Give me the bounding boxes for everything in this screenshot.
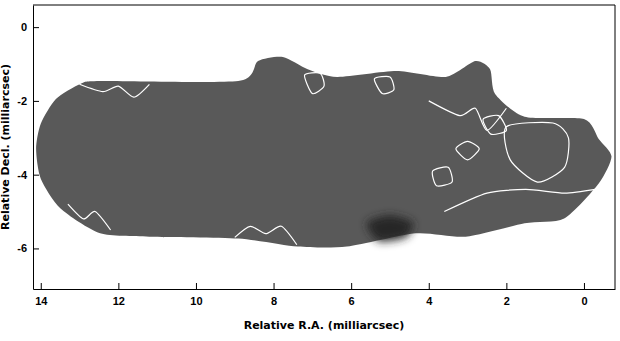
contour <box>432 167 452 186</box>
contour-line <box>444 189 595 211</box>
chart: 14 12 10 8 6 4 2 0 0 -2 -4 -6 Relative R.A. (milliar… <box>0 0 620 341</box>
contour <box>374 76 394 93</box>
emission-region <box>36 57 611 248</box>
x-tick: 0 <box>581 283 587 307</box>
x-tick: 12 <box>113 283 125 307</box>
x-tick-mark <box>351 283 352 289</box>
y-axis-title: Relative Decl. (milliarcsec) <box>0 64 12 230</box>
y-tick-mark <box>33 248 39 249</box>
contour-line <box>68 204 111 230</box>
x-tick: 8 <box>271 283 277 307</box>
y-tick-label: -2 <box>17 95 27 107</box>
contour <box>504 122 569 182</box>
x-tick-label: 10 <box>190 295 202 307</box>
frame <box>615 5 616 289</box>
dark-region <box>367 215 414 241</box>
y-tick-label: 0 <box>21 21 27 33</box>
contour <box>483 115 506 134</box>
x-tick-label: 2 <box>504 295 510 307</box>
y-tick-mark <box>33 27 39 28</box>
contour-line <box>429 101 507 131</box>
x-tick-mark <box>506 283 507 289</box>
frame <box>33 5 615 6</box>
y-tick: 0 <box>21 21 39 33</box>
x-tick: 14 <box>35 283 48 307</box>
y-tick-label: -6 <box>17 242 27 254</box>
x-tick-label: 12 <box>113 295 125 307</box>
x-tick-label: 8 <box>271 295 277 307</box>
y-tick: -4 <box>17 169 39 181</box>
x-axis: 14 12 10 8 6 4 2 0 <box>34 283 616 307</box>
x-tick-mark <box>41 283 42 289</box>
contour <box>456 141 479 159</box>
x-tick-label: 0 <box>581 295 587 307</box>
y-axis-line <box>33 6 34 290</box>
y-tick-mark <box>33 101 39 102</box>
x-tick-mark <box>584 283 585 289</box>
x-tick-label: 6 <box>349 295 355 307</box>
x-tick-label: 14 <box>35 295 48 307</box>
x-tick: 6 <box>349 283 355 307</box>
contour <box>305 73 325 94</box>
y-tick: -6 <box>17 242 39 254</box>
x-axis-title: Relative R.A. (milliarcsec) <box>244 319 405 332</box>
x-tick-mark <box>429 283 430 289</box>
y-tick-label: -4 <box>17 169 28 181</box>
x-tick: 2 <box>504 283 510 307</box>
y-axis: 0 -2 -4 -6 <box>17 6 39 290</box>
contour-line <box>80 84 150 97</box>
y-tick: -2 <box>17 95 39 107</box>
plot-area <box>36 57 611 248</box>
x-tick-mark <box>118 283 119 289</box>
contour-line <box>235 226 297 245</box>
x-axis-line <box>34 289 616 290</box>
x-tick-mark <box>196 283 197 289</box>
x-tick-mark <box>274 283 275 289</box>
x-tick-label: 4 <box>426 295 433 307</box>
x-tick: 10 <box>190 283 202 307</box>
y-tick-mark <box>33 175 39 176</box>
x-tick: 4 <box>426 283 433 307</box>
